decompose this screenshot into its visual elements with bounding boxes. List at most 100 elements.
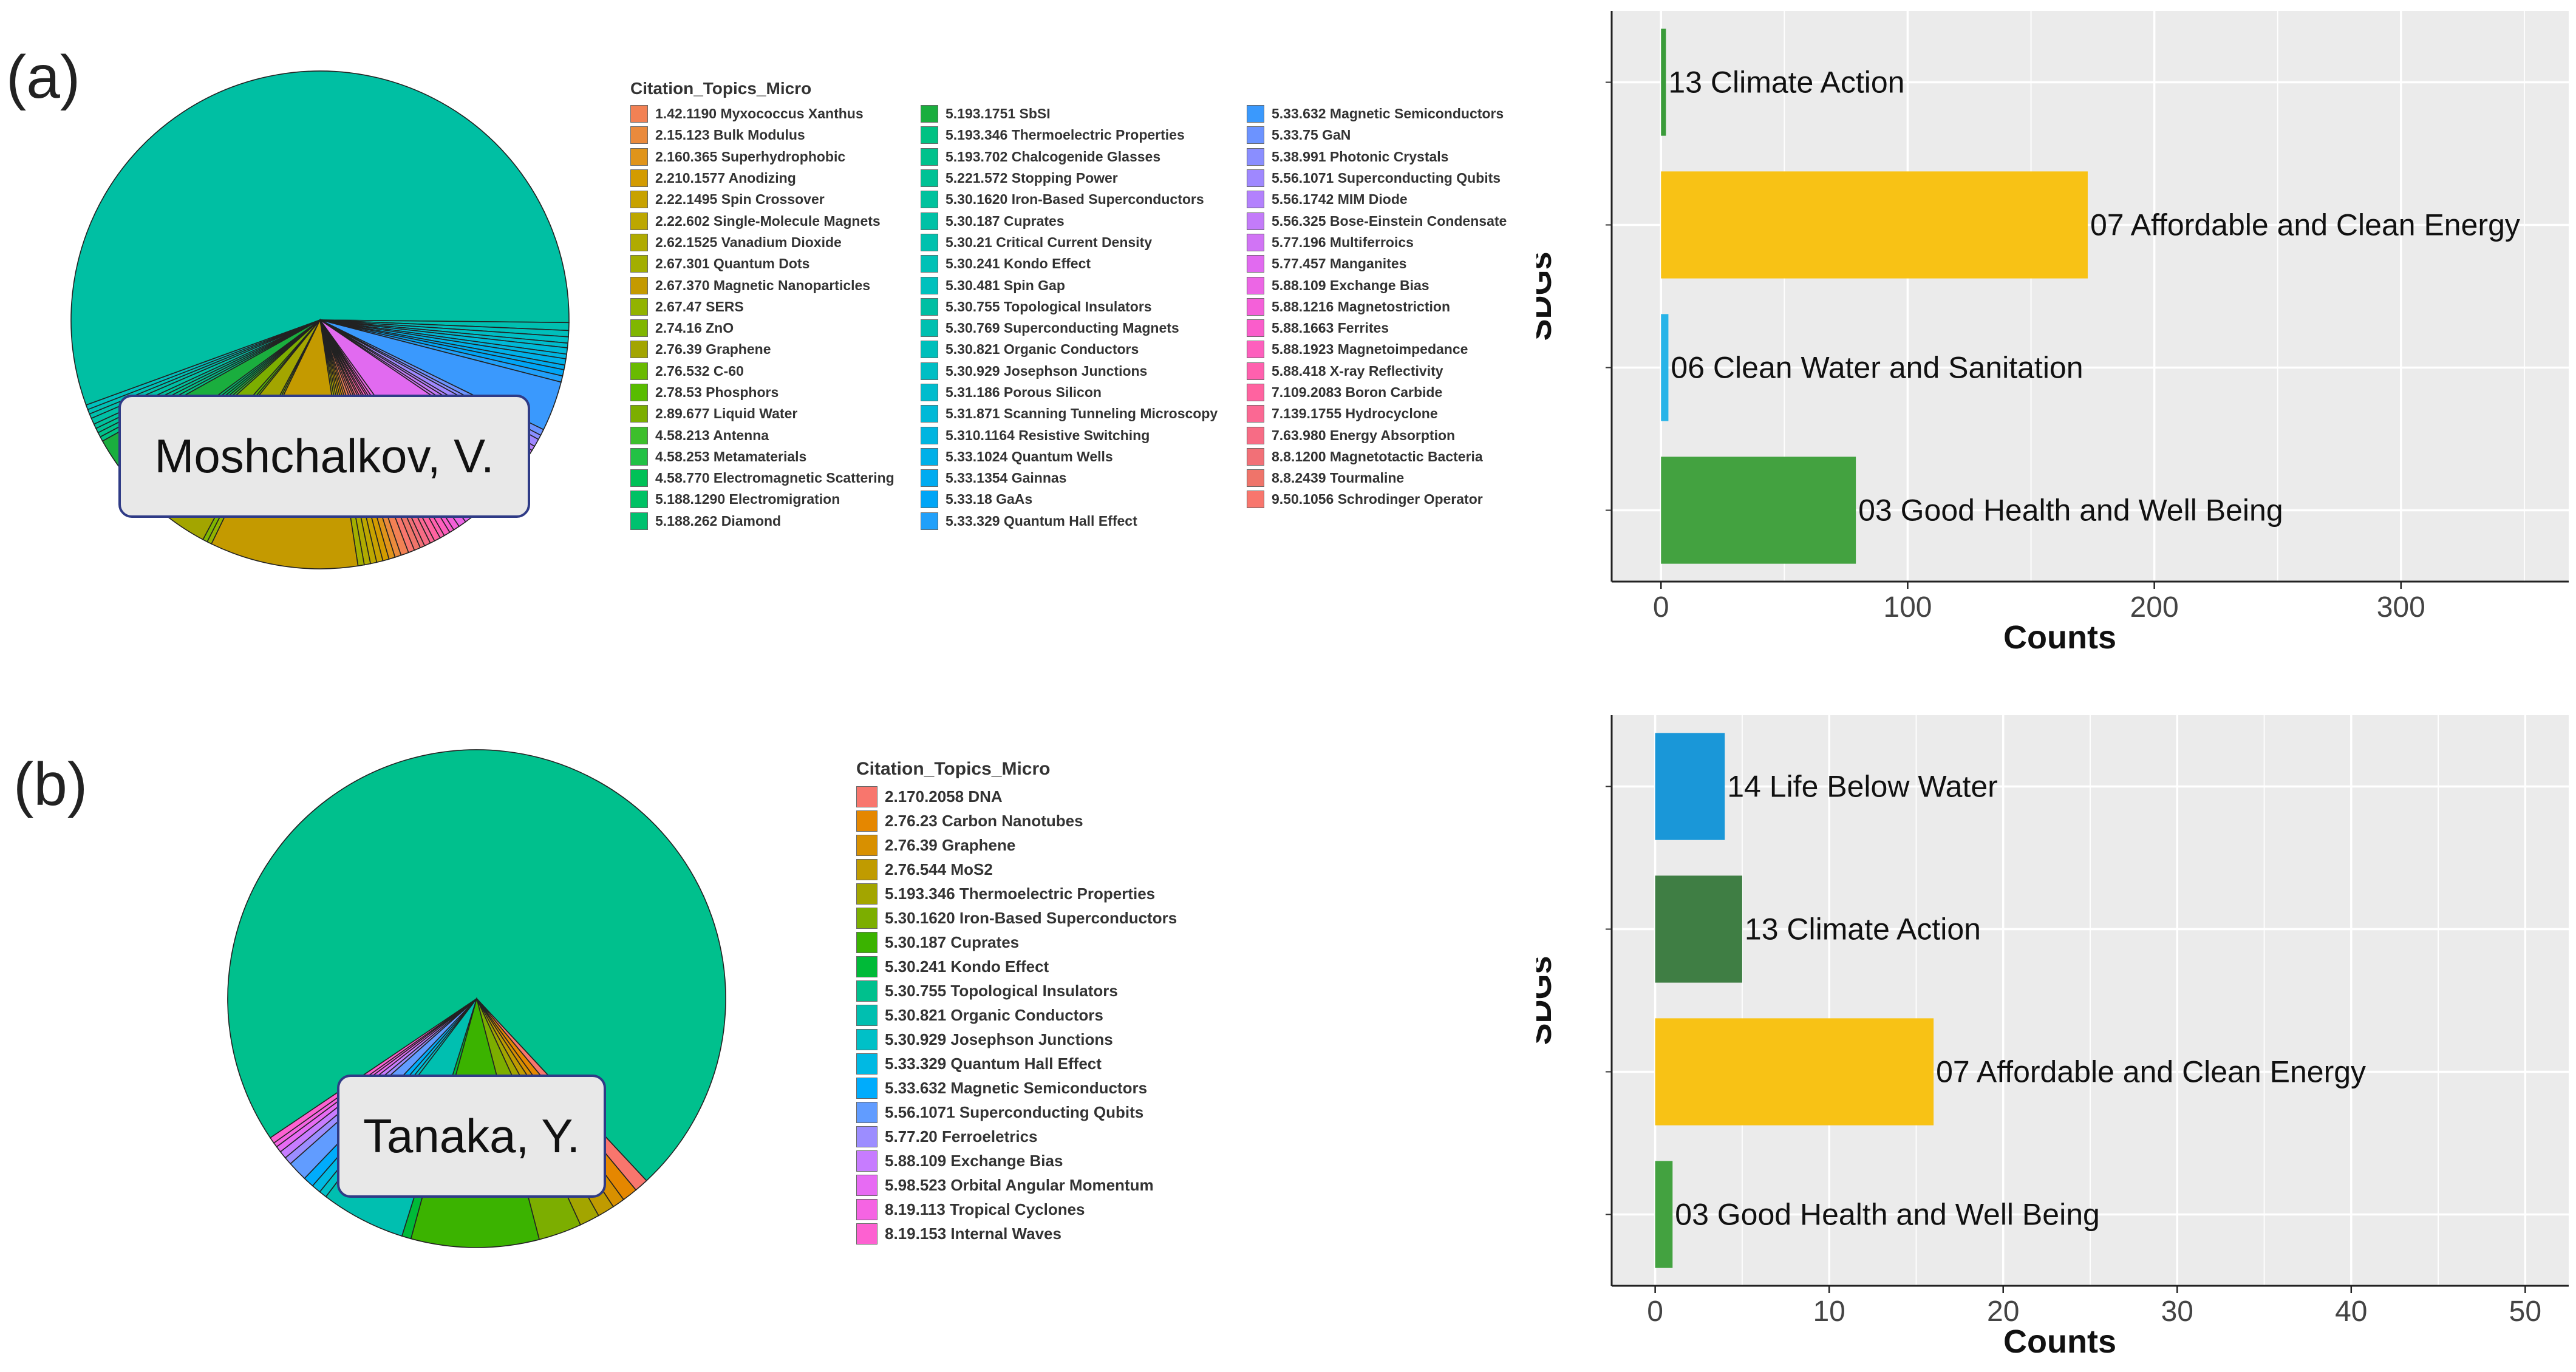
legend-moshchalkov: Citation_Topics_Micro 1.42.1190 Myxococc… (630, 79, 1541, 540)
bar-label: 03 Good Health and Well Being (1675, 1198, 2100, 1232)
legend-swatch (1247, 469, 1264, 487)
legend-entry: 2.210.1577 Anodizing (630, 168, 894, 189)
legend-swatch (630, 426, 648, 444)
legend-entry: 8.19.153 Internal Waves (856, 1221, 1281, 1246)
legend-label: 7.139.1755 Hydrocyclone (1272, 406, 1438, 422)
legend-entry: 2.74.16 ZnO (630, 318, 894, 339)
legend-label: 5.30.755 Topological Insulators (885, 981, 1118, 1000)
pie-slice (70, 70, 570, 406)
legend-swatch (630, 341, 648, 359)
legend-swatch (630, 148, 648, 166)
legend-label: 5.38.991 Photonic Crystals (1272, 148, 1449, 165)
legend-tanaka: Citation_Topics_Micro 2.170.2058 DNA 2.76… (856, 759, 1281, 1275)
legend-entry: 2.76.544 MoS2 (856, 857, 1281, 881)
legend-swatch (1247, 426, 1264, 444)
legend-swatch (1247, 148, 1264, 166)
legend-entry: 2.67.301 Quantum Dots (630, 253, 894, 274)
legend-entry: 5.193.1751 SbSI (921, 103, 1218, 124)
legend-swatch (856, 858, 877, 880)
legend-swatch (1247, 191, 1264, 209)
legend-swatch (921, 384, 938, 401)
legend-entry: 2.78.53 Phosphors (630, 382, 894, 403)
legend-entry: 5.33.75 GaN (1247, 124, 1507, 146)
legend-swatch (921, 148, 938, 166)
legend-label: 8.8.1200 Magnetotactic Bacteria (1272, 448, 1483, 464)
legend-swatch (1247, 126, 1264, 144)
legend-swatch (921, 105, 938, 123)
legend-swatch (921, 512, 938, 530)
legend-swatch (856, 834, 877, 856)
legend-entry: 5.188.262 Diamond (630, 511, 894, 532)
legend-label: 5.188.262 Diamond (655, 512, 782, 529)
legend-swatch (921, 469, 938, 487)
legend-swatch (630, 297, 648, 316)
legend-swatch (921, 405, 938, 423)
legend-entry: 1.42.1190 Myxococcus Xanthus (630, 103, 894, 124)
x-tick-label: 300 (2377, 591, 2425, 623)
legend-entry: 5.30.1620 Iron-Based Superconductors (921, 189, 1218, 210)
legend-label: 8.8.2439 Tourmaline (1272, 470, 1405, 486)
legend-swatch (856, 931, 877, 953)
legend-entry: 5.30.187 Cuprates (921, 210, 1218, 231)
legend-label: 7.63.980 Energy Absorption (1272, 427, 1456, 443)
legend-swatch (1247, 233, 1264, 251)
legend-entry: 5.88.109 Exchange Bias (1247, 274, 1507, 296)
legend-label: 5.33.1024 Quantum Wells (946, 448, 1113, 464)
legend-label: 4.58.770 Electromagnetic Scattering (655, 470, 894, 486)
legend-label: 5.30.21 Critical Current Density (946, 234, 1153, 250)
legend-swatch (856, 1126, 877, 1147)
bar (1655, 1161, 1673, 1268)
legend-label: 2.76.23 Carbon Nanotubes (885, 811, 1083, 830)
legend-label: 2.76.544 MoS2 (885, 860, 993, 878)
legend-label: 5.30.769 Superconducting Magnets (946, 320, 1179, 336)
legend-label: 5.30.929 Josephson Junctions (946, 362, 1148, 379)
legend-label: 2.78.53 Phosphors (655, 384, 779, 400)
legend-label: 2.74.16 ZnO (655, 320, 734, 336)
legend-swatch (630, 126, 648, 144)
legend-entry: 8.19.113 Tropical Cyclones (856, 1197, 1281, 1221)
legend-entry: 5.56.1742 MIM Diode (1247, 189, 1507, 210)
legend-swatch (856, 1004, 877, 1026)
legend-swatch (856, 1150, 877, 1172)
legend-entry: 2.67.370 Magnetic Nanoparticles (630, 274, 894, 296)
legend-label: 5.33.329 Quantum Hall Effect (946, 512, 1137, 529)
panel-label-a: (a) (6, 43, 81, 111)
legend-entry: 7.139.1755 Hydrocyclone (1247, 403, 1507, 424)
legend-label: 5.30.1620 Iron-Based Superconductors (885, 908, 1177, 927)
legend-label: 5.30.241 Kondo Effect (946, 256, 1091, 272)
legend-entry: 8.8.2439 Tourmaline (1247, 467, 1507, 489)
legend-swatch (1247, 255, 1264, 273)
legend-swatch (856, 786, 877, 807)
pie-chart-tanaka (227, 749, 726, 1248)
legend-entry: 5.30.755 Topological Insulators (856, 979, 1281, 1003)
legend-label: 5.188.1290 Electromigration (655, 491, 840, 508)
legend-entry: 2.22.1495 Spin Crossover (630, 189, 894, 210)
legend-entry: 2.76.39 Graphene (856, 833, 1281, 857)
bar-label: 07 Affordable and Clean Energy (2090, 208, 2520, 242)
legend-swatch (630, 384, 648, 401)
legend-swatch (630, 319, 648, 338)
legend-entry: 9.50.1056 Schrodinger Operator (1247, 489, 1507, 510)
legend-entry: 5.30.929 Josephson Junctions (856, 1027, 1281, 1051)
legend-entry: 4.58.253 Metamaterials (630, 446, 894, 467)
legend-swatch (630, 233, 648, 251)
legend-entry: 5.30.929 Josephson Junctions (921, 361, 1218, 382)
legend-entry: 5.33.1354 Gainnas (921, 467, 1218, 489)
legend-swatch (1247, 105, 1264, 123)
legend-label: 5.30.187 Cuprates (885, 932, 1020, 951)
legend-entry: 5.30.821 Organic Conductors (856, 1003, 1281, 1027)
bar (1655, 875, 1742, 983)
legend-label: 5.30.187 Cuprates (946, 212, 1065, 229)
bar (1661, 171, 2088, 279)
legend-entry: 5.193.346 Thermoelectric Properties (921, 124, 1218, 146)
x-tick-label: 30 (2161, 1296, 2193, 1328)
bar (1661, 314, 1669, 421)
bar-label: 13 Climate Action (1668, 66, 1904, 100)
legend-swatch (1247, 491, 1264, 509)
legend-swatch (1247, 384, 1264, 401)
legend-entry: 5.193.702 Chalcogenide Glasses (921, 146, 1218, 168)
legend-swatch (921, 276, 938, 294)
legend-label: 5.33.329 Quantum Hall Effect (885, 1054, 1102, 1073)
legend-label: 5.56.1071 Superconducting Qubits (885, 1102, 1144, 1121)
bar-label: 14 Life Below Water (1727, 770, 1998, 804)
